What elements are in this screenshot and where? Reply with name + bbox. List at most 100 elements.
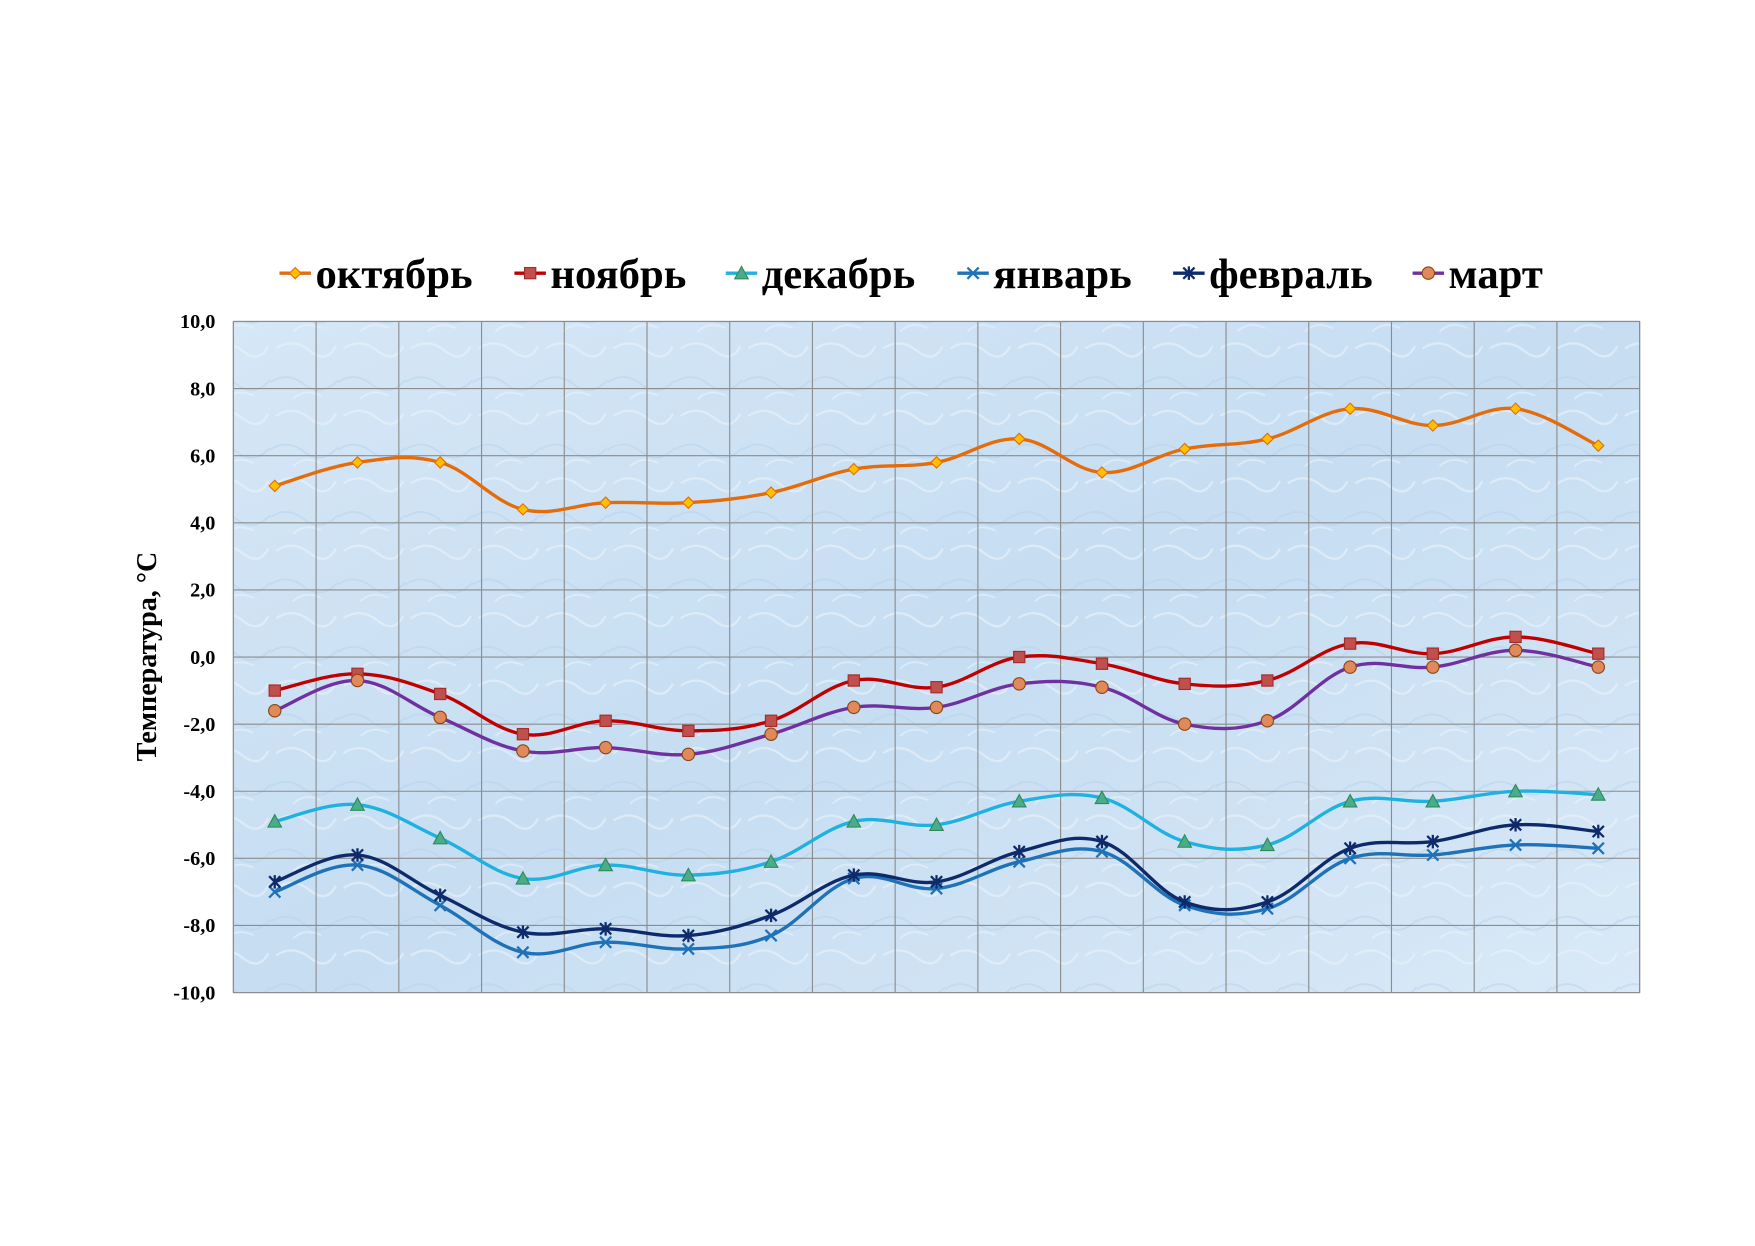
data-point: [764, 727, 778, 741]
plot-border: [232, 320, 1641, 994]
data-point: [349, 796, 366, 811]
data-point: [268, 885, 282, 899]
legend-label: январь: [993, 251, 1131, 298]
y-tick-label: -6,0: [183, 848, 215, 870]
data-point: [1592, 647, 1605, 660]
data-point: [930, 681, 943, 694]
data-point: [681, 942, 695, 956]
data-point: [1509, 838, 1522, 852]
data-point: [1095, 657, 1109, 670]
data-point: [764, 714, 778, 727]
series-layer: [267, 402, 1606, 959]
legend-label: ноябрь: [550, 251, 686, 298]
data-point: [847, 868, 861, 882]
data-point: [682, 724, 695, 738]
data-point: [1343, 637, 1357, 650]
data-point: [1591, 439, 1605, 453]
data-point: [1509, 818, 1522, 832]
y-tick-label: 4,0: [190, 513, 215, 535]
data-point: [599, 496, 613, 510]
data-point: [1343, 660, 1357, 674]
data-point: [516, 744, 530, 758]
data-point: [1176, 833, 1193, 848]
data-point: [599, 935, 613, 949]
data-point: [1426, 834, 1440, 849]
legend-label: март: [1449, 251, 1543, 298]
data-point: [1343, 402, 1357, 416]
data-point: [1591, 824, 1605, 839]
legend-marker: [523, 266, 537, 280]
y-tick-label: 0,0: [190, 647, 215, 669]
legend-marker: [288, 266, 302, 280]
data-point: [1426, 647, 1440, 660]
data-point: [432, 830, 448, 845]
data-point: [1507, 783, 1524, 798]
data-point: [1343, 841, 1357, 856]
data-point: [1178, 677, 1191, 691]
data-point: [1591, 660, 1606, 674]
series-star: [268, 818, 1605, 943]
data-point: [1012, 855, 1026, 869]
data-point: [764, 929, 778, 942]
data-point: [516, 728, 530, 741]
legend-label: октябрь: [315, 251, 472, 298]
y-tick-label: 2,0: [190, 580, 215, 602]
data-point: [515, 870, 531, 885]
data-point: [1260, 714, 1275, 728]
data-point: [434, 687, 447, 701]
data-point: [846, 813, 862, 828]
data-point: [1591, 841, 1605, 855]
data-point: [1260, 432, 1274, 446]
data-point: [681, 496, 695, 510]
data-point: [847, 674, 860, 687]
data-point: [1012, 844, 1026, 859]
data-point: [764, 908, 778, 923]
y-tick-label: -2,0: [183, 714, 215, 736]
data-point: [928, 816, 945, 831]
data-point: [1425, 793, 1441, 808]
data-point: [597, 857, 614, 872]
data-point: [763, 853, 779, 868]
data-point: [930, 875, 943, 889]
data-point: [1095, 834, 1109, 849]
data-point: [516, 502, 530, 516]
series-square: [268, 630, 1605, 741]
data-point: [351, 456, 364, 469]
data-point: [764, 486, 778, 500]
data-point: [516, 945, 530, 959]
data-point: [1509, 402, 1522, 416]
data-point: [1012, 432, 1026, 446]
data-point: [351, 848, 364, 862]
data-point: [1426, 660, 1440, 674]
data-point: [268, 875, 282, 889]
y-tick-label: 6,0: [190, 445, 215, 467]
y-tick-label: -4,0: [183, 781, 215, 803]
data-point: [599, 714, 612, 727]
data-point: [1178, 895, 1192, 909]
data-point: [433, 898, 447, 912]
data-point: [1590, 786, 1606, 801]
data-point: [1259, 837, 1276, 852]
data-point: [930, 456, 943, 469]
data-point: [680, 867, 697, 882]
data-point: [1095, 845, 1109, 859]
data-point: [1094, 790, 1110, 805]
legend-label: февраль: [1209, 251, 1373, 298]
data-point: [1261, 674, 1274, 687]
data-point: [268, 703, 282, 718]
data-point: [1508, 643, 1523, 658]
data-point: [1343, 851, 1357, 865]
y-tick-label: 8,0: [190, 378, 215, 400]
data-point: [1013, 650, 1026, 664]
data-point: [267, 813, 283, 828]
y-tick-label: -10,0: [173, 982, 215, 1004]
legend: октябрь ноябрь декабрь январь февраль март: [279, 251, 1543, 298]
series-circle: [268, 643, 1606, 762]
data-point: [351, 858, 364, 872]
legend-marker: [1182, 266, 1196, 280]
series-triangle: [267, 783, 1606, 885]
data-point: [1012, 677, 1026, 691]
data-point: [599, 922, 613, 936]
